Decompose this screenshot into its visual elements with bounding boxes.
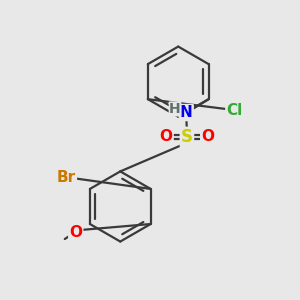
Text: O: O — [69, 225, 82, 240]
Text: S: S — [181, 128, 193, 146]
Text: O: O — [160, 129, 172, 144]
Text: Cl: Cl — [226, 103, 243, 118]
Text: N: N — [180, 105, 193, 120]
Text: H: H — [169, 102, 181, 116]
Text: Br: Br — [57, 169, 76, 184]
Text: O: O — [201, 129, 214, 144]
